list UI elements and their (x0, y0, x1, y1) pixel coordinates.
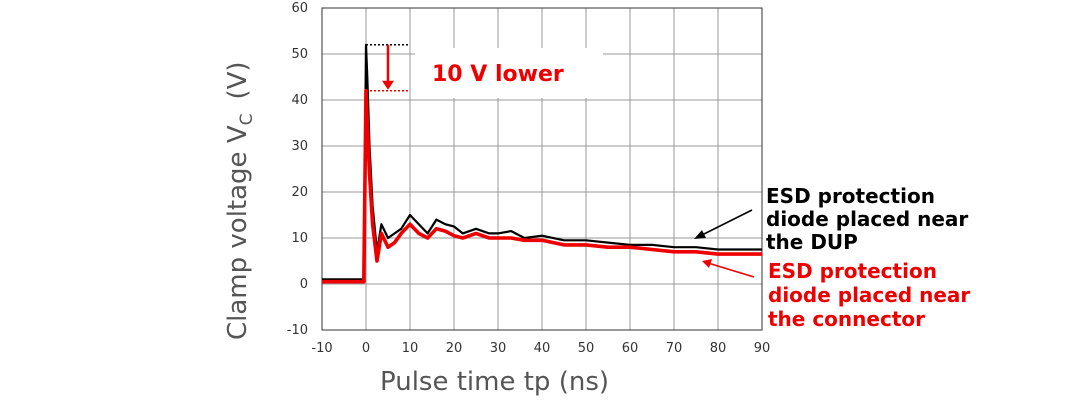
x-axis-label: Pulse time tp (ns) (380, 367, 609, 397)
y-axis-label-main: Clamp voltage V (223, 125, 253, 340)
legend-black-line-1: ESD protection (766, 184, 935, 208)
x-tick-label: 20 (446, 341, 463, 356)
legend-black-arrow (699, 209, 753, 237)
legend-black-label: ESD protection diode placed near the DUP (766, 184, 975, 254)
legend-red-line-2: diode placed near (768, 283, 970, 307)
y-tick-labels: -10 0 10 20 30 40 50 60 (287, 1, 308, 338)
legend-black-arrowhead (694, 230, 706, 239)
plot-frame (321, 7, 763, 331)
x-tick-label: 90 (754, 341, 771, 356)
y-tick-label: -10 (287, 323, 308, 338)
y-tick-label: 10 (291, 231, 308, 246)
x-tick-labels: -10 0 10 20 30 40 50 60 70 80 90 (311, 341, 770, 356)
y-tick-label: 40 (291, 93, 308, 108)
legend-red-label: ESD protection diode placed near the con… (768, 259, 977, 331)
legend-red-line-1: ESD protection (768, 259, 937, 283)
legend-red-arrow (707, 262, 755, 278)
y-axis-label-subscript: C (237, 114, 257, 126)
x-tick-label: 10 (402, 341, 419, 356)
series-lines (322, 43, 762, 284)
x-tick-label: -10 (311, 341, 332, 356)
x-tick-label: 70 (666, 341, 683, 356)
y-tick-label: 0 (300, 277, 308, 292)
annotation-10v-lower: 10 V lower (432, 62, 564, 87)
annotation-box (415, 48, 603, 98)
legend-red-line-3: the connector (768, 307, 925, 331)
x-tick-label: 60 (622, 341, 639, 356)
x-tick-label: 80 (710, 341, 727, 356)
y-axis-label: Clamp voltage VC (V) (223, 61, 257, 340)
y-tick-label: 50 (291, 47, 308, 62)
y-axis-label-unit: (V) (223, 61, 253, 99)
x-tick-label: 50 (578, 341, 595, 356)
y-tick-label: 20 (291, 185, 308, 200)
x-tick-label: 40 (534, 341, 551, 356)
series-line-red (322, 89, 762, 284)
legend-black-line-3: the DUP (766, 230, 858, 254)
peak-difference-arrowhead (382, 80, 394, 90)
x-tick-label: 0 (362, 341, 370, 356)
x-tick-label: 30 (490, 341, 507, 356)
legend-black-line-2: diode placed near (766, 207, 968, 231)
y-tick-label: 30 (291, 139, 308, 154)
legend-red-arrowhead (702, 259, 712, 268)
y-tick-label: 60 (291, 1, 308, 16)
peak-markers (366, 44, 410, 92)
